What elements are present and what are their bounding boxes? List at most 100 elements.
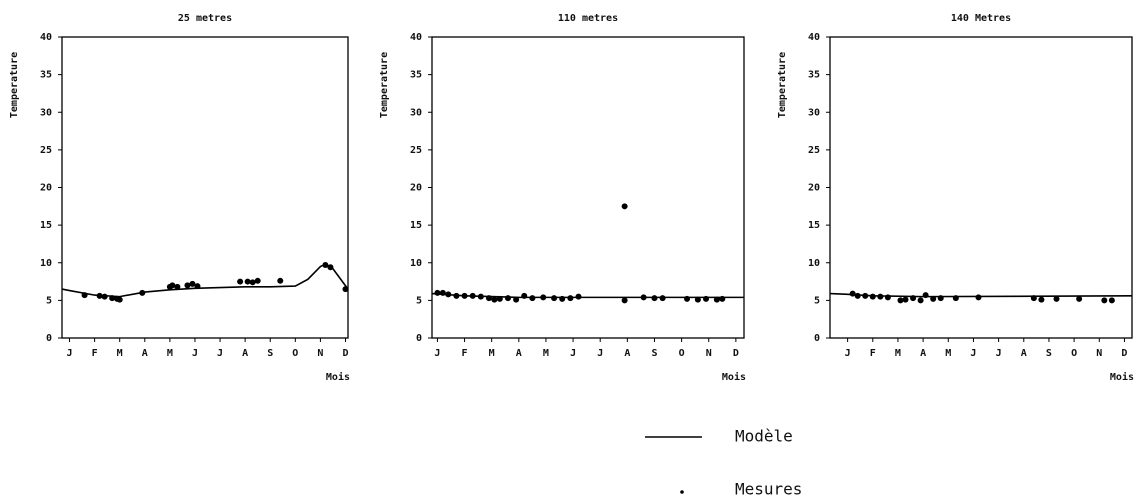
measure-point xyxy=(237,278,244,285)
measure-point xyxy=(1053,295,1060,302)
x-tick-label: M xyxy=(489,348,495,359)
y-axis-label: Temperature xyxy=(777,52,788,118)
measure-point xyxy=(952,295,959,302)
measure-point xyxy=(917,297,924,304)
chart-title: 110 metres xyxy=(558,13,618,24)
chart-title: 25 metres xyxy=(178,13,232,24)
measure-point xyxy=(189,280,196,287)
x-tick-label: J xyxy=(434,348,440,359)
measure-point xyxy=(884,294,891,301)
x-tick-label: O xyxy=(292,348,298,359)
x-tick-label: A xyxy=(142,348,148,359)
x-tick-label: M xyxy=(945,348,951,359)
measure-point xyxy=(477,293,484,300)
measure-point xyxy=(559,295,566,302)
x-tick-label: M xyxy=(895,348,901,359)
measure-point xyxy=(694,296,701,303)
y-tick-label: 5 xyxy=(46,295,52,306)
measure-point xyxy=(651,295,658,302)
measure-point xyxy=(277,277,284,284)
measure-point xyxy=(174,283,181,290)
y-tick-label: 30 xyxy=(40,107,52,118)
y-tick-label: 10 xyxy=(40,258,52,269)
measure-point xyxy=(640,294,647,301)
measure-point xyxy=(659,295,666,302)
y-tick-label: 20 xyxy=(410,183,422,194)
y-tick-label: 35 xyxy=(40,70,52,81)
measure-point xyxy=(719,295,726,302)
measure-point xyxy=(869,293,876,300)
x-tick-label: J xyxy=(996,348,1002,359)
x-tick-label: J xyxy=(217,348,223,359)
measure-point xyxy=(922,292,929,299)
x-tick-label: J xyxy=(597,348,603,359)
y-tick-label: 25 xyxy=(40,145,52,156)
x-tick-label: D xyxy=(1121,348,1127,359)
x-tick-label: D xyxy=(342,348,348,359)
x-axis-label: Mois xyxy=(722,371,746,383)
measure-point xyxy=(854,292,861,299)
measure-point xyxy=(184,282,191,289)
legend-label: Modèle xyxy=(735,427,793,446)
measure-point xyxy=(96,292,103,299)
plot-frame xyxy=(829,36,1133,339)
y-tick-label: 25 xyxy=(410,145,422,156)
measure-point xyxy=(116,296,123,303)
x-tick-label: N xyxy=(317,348,323,359)
measure-point xyxy=(81,292,88,299)
measure-point xyxy=(461,292,468,299)
x-tick-label: O xyxy=(1071,348,1077,359)
x-tick-label: J xyxy=(67,348,73,359)
measure-point xyxy=(194,283,201,290)
measure-point xyxy=(910,295,917,302)
x-tick-label: A xyxy=(242,348,248,359)
x-tick-label: N xyxy=(706,348,712,359)
y-tick-label: 30 xyxy=(410,107,422,118)
x-tick-label: F xyxy=(870,348,876,359)
measure-point xyxy=(101,293,108,300)
x-tick-label: A xyxy=(624,348,630,359)
measure-point xyxy=(244,278,251,285)
measure-point xyxy=(453,292,460,299)
measure-point xyxy=(139,289,146,296)
x-tick-label: S xyxy=(1046,348,1052,359)
measure-point xyxy=(254,277,261,284)
x-tick-label: A xyxy=(516,348,522,359)
measure-point xyxy=(621,297,628,304)
x-tick-label: J xyxy=(845,348,851,359)
measure-point xyxy=(521,292,528,299)
measure-point xyxy=(327,264,334,271)
x-axis-label: Mois xyxy=(326,371,350,383)
measure-point xyxy=(434,289,441,296)
y-tick-label: 30 xyxy=(808,107,820,118)
measure-point xyxy=(504,295,511,302)
y-tick-label: 40 xyxy=(410,32,422,43)
x-tick-label: A xyxy=(920,348,926,359)
measure-point xyxy=(567,295,574,302)
measure-point xyxy=(1101,297,1108,304)
y-tick-label: 20 xyxy=(40,183,52,194)
chart-title: 140 Metres xyxy=(951,13,1011,24)
measure-point xyxy=(1030,295,1037,302)
measure-point xyxy=(684,295,691,302)
x-tick-label: D xyxy=(733,348,739,359)
y-axis-label: Temperature xyxy=(9,52,20,118)
x-tick-label: N xyxy=(1096,348,1102,359)
measure-point xyxy=(975,294,982,301)
measure-point xyxy=(540,294,547,301)
measure-point xyxy=(713,296,720,303)
measure-point xyxy=(529,295,536,302)
measure-point xyxy=(551,295,558,302)
measure-point xyxy=(862,292,869,299)
y-tick-label: 10 xyxy=(410,258,422,269)
y-tick-label: 20 xyxy=(808,183,820,194)
measure-point xyxy=(937,295,944,302)
y-tick-label: 15 xyxy=(410,220,422,231)
plot-frame xyxy=(431,36,745,339)
x-tick-label: A xyxy=(1021,348,1027,359)
y-tick-label: 10 xyxy=(808,258,820,269)
y-tick-label: 5 xyxy=(814,295,820,306)
x-tick-label: J xyxy=(570,348,576,359)
legend-label: Mesures xyxy=(735,480,802,498)
